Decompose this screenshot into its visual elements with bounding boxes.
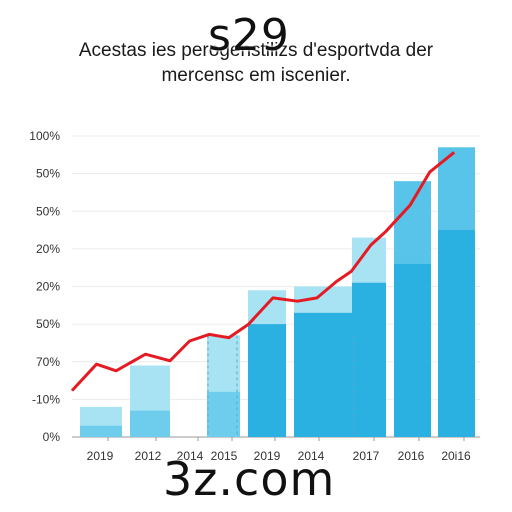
trend-line-layer — [70, 151, 456, 392]
x-tick-label: 2014 — [177, 449, 204, 463]
y-tick-label: 0% — [43, 430, 61, 444]
y-tick-label: 50% — [36, 317, 60, 331]
y-tick-label: 100% — [29, 129, 60, 143]
y-tick-label: -10% — [32, 392, 60, 406]
y-tick-label: 50% — [36, 204, 60, 218]
bar-front — [130, 410, 170, 437]
chart-title: Acestas ies perogenstilizs d'esportvda d… — [0, 38, 512, 88]
watermark-top: s29 — [208, 10, 290, 61]
x-tick-label: 2016 — [398, 449, 425, 463]
bar-front — [438, 230, 475, 437]
bar-front — [80, 425, 122, 437]
x-tick-label: 2012 — [135, 449, 162, 463]
bar-front — [207, 391, 240, 437]
trend-line — [70, 151, 456, 392]
x-tick-label: 2014 — [298, 449, 325, 463]
chart-title-line-1: Acestas ies perogenstilizs d'esportvda d… — [78, 40, 434, 61]
x-tick-label: 20i16 — [441, 449, 471, 463]
x-tick-label: 2019 — [87, 449, 114, 463]
x-tick-label: 2015 — [211, 449, 238, 463]
y-axis-ticks: 0% -10% 70% 50% 20% 20% 50% 50% 100% — [29, 129, 60, 444]
bar-front — [248, 324, 286, 437]
bar-front — [352, 282, 386, 437]
y-tick-label: 20% — [36, 242, 60, 256]
y-tick-label: 20% — [36, 280, 60, 294]
y-tick-label: 50% — [36, 167, 60, 181]
bars — [80, 147, 475, 437]
x-tick-label: 2019 — [254, 449, 281, 463]
bar-front — [294, 312, 352, 437]
y-tick-label: 70% — [36, 355, 60, 369]
x-tick-label: 2017 — [353, 449, 380, 463]
chart-title-line-2: mercensc em iscenier. — [161, 65, 351, 86]
bar-front — [394, 263, 431, 437]
watermark-bottom: 3z.com — [163, 452, 336, 506]
x-axis-ticks: 2019 2012 2014 2015 2019 2014 2017 2016 20i16 — [87, 437, 471, 463]
